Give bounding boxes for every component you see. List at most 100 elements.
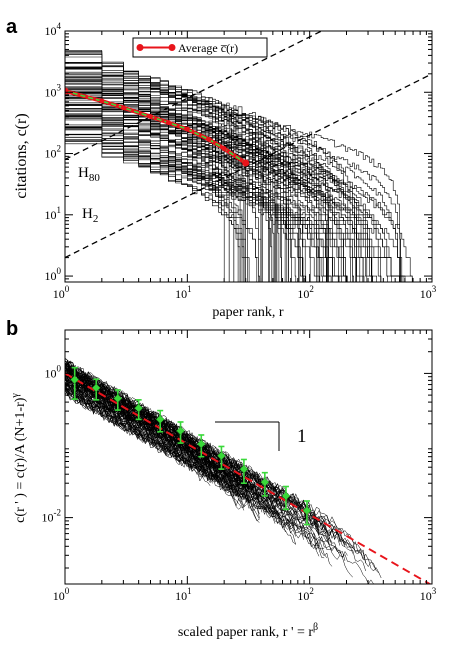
citation-curve: [65, 127, 258, 282]
citation-curve: [65, 88, 339, 282]
binned-point: [302, 506, 312, 515]
citation-curve: [65, 54, 276, 282]
scaling-fit-line: [65, 372, 432, 584]
citation-curve: [65, 51, 288, 282]
average-point: [184, 126, 190, 132]
citation-curve: [65, 105, 243, 282]
reference-line-h2: [65, 73, 432, 259]
y-tick-label: 101: [45, 205, 62, 222]
collapsed-curve: [65, 375, 330, 546]
citation-curve: [65, 66, 329, 282]
reference-line-h80: [65, 31, 323, 161]
binned-point: [70, 375, 80, 384]
average-point: [165, 120, 171, 126]
panel-a-frame: [64, 30, 433, 283]
legend-label: Average c̅(r): [178, 41, 238, 55]
x-tick-label: 100: [53, 284, 70, 301]
annotation-h2: H2: [82, 206, 98, 225]
collapsed-curve: [65, 387, 312, 545]
citation-curve: [65, 124, 377, 282]
collapsed-curve: [65, 362, 361, 550]
slope-indicator: 1: [215, 421, 307, 451]
panel-a-legend: Average c̅(r): [132, 37, 268, 58]
binned-point: [176, 426, 185, 436]
citation-curve: [65, 95, 392, 282]
citation-curve: [65, 78, 289, 282]
average-point: [221, 146, 227, 152]
y-tick-label: 100: [45, 266, 62, 283]
collapsed-curve: [65, 388, 296, 545]
x-tick-label: 102: [297, 586, 314, 603]
binned-point: [260, 477, 270, 487]
panel-b-x-axis-label: scaled paper rank, r ' = rβ: [178, 622, 318, 640]
binned-point: [217, 451, 226, 461]
legend-box: [132, 37, 268, 58]
panel-a-curves: [65, 50, 413, 282]
panel-a-tick-labels: 100 101 102 103 100 101 102 103 104: [45, 21, 437, 301]
binned-point: [239, 464, 249, 474]
panel-a-y-axis-label: citations, c(r): [13, 113, 30, 198]
panel-b-frame: [64, 329, 433, 585]
citation-curve: [65, 143, 406, 282]
collapsed-curve: [65, 387, 289, 530]
panel-b: b 1 100 101 102 103 10-2 100 scaled paper ran…: [6, 318, 437, 640]
panel-a-average-series: [65, 87, 250, 167]
x-tick-label: 101: [175, 284, 192, 301]
average-point: [120, 105, 126, 111]
legend-marker-right: [168, 44, 176, 51]
average-point-last: [242, 159, 250, 167]
panel-b-binned-points: [70, 366, 312, 526]
x-tick-label: 103: [420, 284, 437, 301]
citation-curve: [65, 126, 339, 282]
binned-point: [155, 415, 165, 424]
panel-a-label: a: [6, 16, 18, 38]
binned-point: [134, 403, 144, 413]
x-tick-label: 103: [420, 586, 437, 603]
collapsed-curve: [65, 381, 260, 515]
citation-curve: [65, 113, 373, 282]
binned-point: [113, 394, 123, 403]
slope-label: 1: [297, 426, 307, 447]
citation-curve: [65, 83, 319, 282]
average-point: [206, 136, 212, 142]
panel-b-label: b: [6, 318, 18, 340]
collapsed-curve: [65, 384, 260, 519]
binned-point: [91, 383, 101, 393]
collapsed-curve: [65, 388, 296, 545]
y-tick-label: 10-2: [42, 508, 62, 525]
y-tick-label: 104: [45, 21, 62, 38]
collapsed-curve: [65, 378, 328, 559]
panel-b-curves: [65, 357, 382, 584]
collapsed-curve: [65, 373, 312, 532]
x-tick-label: 101: [175, 586, 192, 603]
y-tick-label: 103: [45, 82, 62, 99]
average-point: [99, 98, 105, 104]
citation-curve: [65, 74, 333, 282]
citation-curve: [65, 141, 297, 282]
binned-point: [281, 491, 291, 501]
citation-curve: [65, 139, 348, 282]
annotation-h80: H80: [78, 165, 100, 184]
panel-a-ticks: [64, 30, 433, 282]
citation-curve: [65, 104, 347, 282]
panel-b-y-axis-label: c(r ' ) = c(r)/A (N+1-r)γ: [10, 393, 28, 523]
collapsed-curve: [65, 357, 346, 545]
panel-a-x-axis-label: paper rank, r: [212, 305, 283, 320]
y-tick-label: 100: [45, 363, 62, 380]
citation-curve: [65, 67, 401, 282]
collapsed-curve: [65, 388, 333, 567]
y-tick-label: 102: [45, 144, 62, 161]
legend-marker-left: [136, 44, 144, 51]
average-point: [148, 114, 154, 120]
citation-curve: [65, 92, 400, 282]
citation-curve: [65, 139, 260, 282]
x-tick-label: 102: [297, 284, 314, 301]
citation-curve: [65, 99, 328, 282]
panel-b-ticks: [64, 330, 433, 584]
panel-a: a 100 101 102 103 100 101 102 103 104 paper rank…: [6, 16, 437, 320]
x-tick-label: 100: [53, 586, 70, 603]
panel-a-reference-lines: [65, 31, 432, 259]
panel-b-tick-labels: 100 101 102 103 10-2 100: [42, 363, 437, 603]
binned-point: [196, 439, 206, 449]
